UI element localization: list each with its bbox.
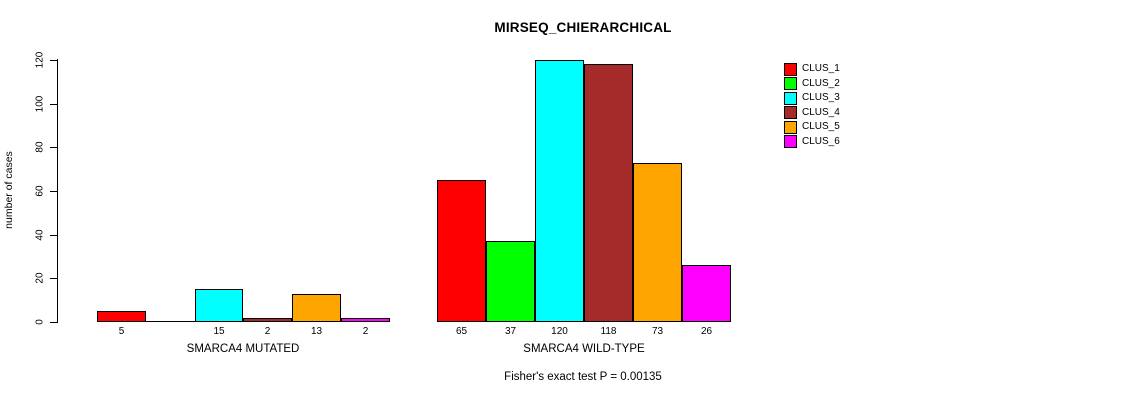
bar-clus_6-group2 [682,265,731,322]
bar-clus_4-group2 [584,64,633,322]
legend-row: CLUS_1 [784,62,840,77]
bar-clus_5-group2 [633,163,682,322]
y-tick-label: 100 [34,95,46,113]
legend-row: CLUS_5 [784,120,840,135]
legend-label: CLUS_2 [802,77,840,89]
bar-value-label: 120 [551,326,568,337]
legend-swatch-icon [784,106,797,120]
legend-label: CLUS_5 [802,121,840,133]
group-label-mutated: SMARCA4 MUTATED [186,343,300,355]
bar-clus_6-group1 [341,318,390,322]
legend-swatch-icon [784,62,797,76]
bar-value-label: 65 [455,326,468,337]
y-tick-label: 80 [34,141,46,153]
y-tick-mark [50,235,57,236]
group-label-wildtype: SMARCA4 WILD-TYPE [523,343,645,355]
y-tick-label: 60 [34,185,46,197]
bar-clus_3-group2 [535,60,584,322]
bar-value-label: 118 [600,326,617,337]
bar-clus_2-group1 [146,321,195,322]
y-tick-mark [50,322,57,323]
y-tick-mark [50,278,57,279]
y-tick-mark [50,104,57,105]
y-tick-mark [50,191,57,192]
bar-clus_1-group2 [437,180,486,322]
chart-title: MIRSEQ_CHIERARCHICAL [494,20,672,35]
legend-label: CLUS_3 [802,92,840,104]
legend-row: CLUS_4 [784,106,840,121]
legend-swatch-icon [784,120,797,134]
bar-value-label: 37 [504,326,517,337]
legend-swatch-icon [784,91,797,105]
bar-value-label: 73 [651,326,664,337]
bar-value-label: 13 [310,326,323,337]
legend-row: CLUS_6 [784,135,840,150]
bar-value-label: 26 [700,326,713,337]
legend-label: CLUS_4 [802,106,840,118]
bar-value-label: 5 [118,326,125,337]
fisher-test-annotation: Fisher's exact test P = 0.00135 [504,371,662,383]
bar-clus_5-group1 [292,294,341,322]
legend-row: CLUS_3 [784,91,840,106]
bar-value-label: 15 [213,326,225,337]
y-tick-label: 40 [34,229,46,241]
y-axis-line [57,59,58,323]
bar-clus_2-group2 [486,241,535,322]
bar-value-label: 2 [264,326,271,337]
legend-row: CLUS_2 [784,77,840,92]
y-tick-mark [50,147,57,148]
y-axis-label: number of cases [3,151,15,229]
bar-value-label: 2 [362,326,369,337]
y-tick-label: 120 [34,51,46,69]
bar-clus_3-group1 [195,289,243,322]
legend-swatch-icon [784,77,797,91]
y-tick-label: 0 [34,319,46,325]
y-tick-label: 20 [34,272,46,284]
y-tick-mark [50,60,57,61]
legend: CLUS_1 CLUS_2 CLUS_3 CLUS_4 CLUS_5 CLUS_6 [784,62,840,149]
bar-clus_1-group1 [97,311,146,322]
legend-label: CLUS_1 [802,63,840,75]
legend-swatch-icon [784,135,797,149]
legend-label: CLUS_6 [802,135,840,147]
bar-clus_4-group1 [243,318,292,322]
